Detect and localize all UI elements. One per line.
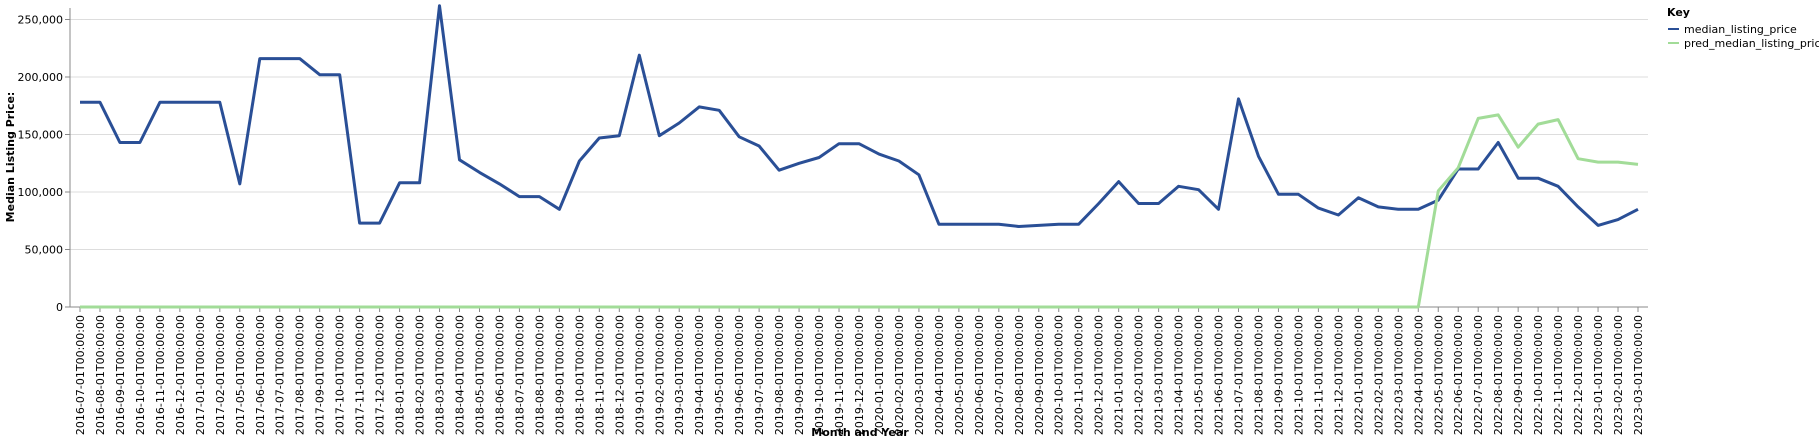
- y-tick-label: 100,000: [18, 186, 64, 199]
- x-tick-label: 2018-07-01T00:00:00: [513, 315, 526, 435]
- x-tick-label: 2021-11-01T00:00:00: [1312, 315, 1325, 435]
- x-tick-label: 2022-01-01T00:00:00: [1352, 315, 1365, 435]
- x-tick-label: 2022-06-01T00:00:00: [1452, 315, 1465, 435]
- y-tick-label: 150,000: [18, 129, 64, 142]
- x-tick-label: 2020-09-01T00:00:00: [1033, 315, 1046, 435]
- x-tick-label: 2018-01-01T00:00:00: [394, 315, 407, 435]
- x-tick-label: 2019-01-01T00:00:00: [633, 315, 646, 435]
- y-axis-title: Median Listing Price:: [4, 92, 17, 223]
- x-tick-label: 2021-12-01T00:00:00: [1332, 315, 1345, 435]
- x-tick-label: 2017-11-01T00:00:00: [354, 315, 367, 435]
- x-tick-label: 2016-07-01T00:00:00: [74, 315, 87, 435]
- x-tick-label: 2016-12-01T00:00:00: [174, 315, 187, 435]
- x-tick-label: 2019-04-01T00:00:00: [693, 315, 706, 435]
- x-tick-label: 2019-08-01T00:00:00: [773, 315, 786, 435]
- x-tick-label: 2021-03-01T00:00:00: [1153, 315, 1166, 435]
- line-series: [80, 113, 1639, 309]
- x-tick-label: 2023-03-01T00:00:00: [1632, 315, 1645, 435]
- x-tick-label: 2021-06-01T00:00:00: [1213, 315, 1226, 435]
- y-tick-label: 250,000: [18, 14, 64, 27]
- x-tick-label: 2018-11-01T00:00:00: [593, 315, 606, 435]
- x-axis-title: Month and Year: [811, 426, 909, 439]
- legend-label: median_listing_price: [1684, 23, 1797, 36]
- x-tick-label: 2019-11-01T00:00:00: [833, 315, 846, 435]
- x-tick-label: 2022-05-01T00:00:00: [1432, 315, 1445, 435]
- x-tick-label: 2018-09-01T00:00:00: [553, 315, 566, 435]
- legend-label: pred_median_listing_price: [1684, 37, 1819, 50]
- x-tick-label: 2018-08-01T00:00:00: [533, 315, 546, 435]
- x-tick-label: 2022-02-01T00:00:00: [1372, 315, 1385, 435]
- x-tick-label: 2018-06-01T00:00:00: [493, 315, 506, 435]
- x-tick-label: 2016-11-01T00:00:00: [154, 315, 167, 435]
- x-tick-label: 2017-02-01T00:00:00: [214, 315, 227, 435]
- x-tick-label: 2019-12-01T00:00:00: [853, 315, 866, 435]
- x-tick-label: 2020-10-01T00:00:00: [1053, 315, 1066, 435]
- y-tick-label: 200,000: [18, 71, 64, 84]
- x-tick-label: 2018-12-01T00:00:00: [613, 315, 626, 435]
- x-tick-label: 2020-05-01T00:00:00: [953, 315, 966, 435]
- x-tick-label: 2017-01-01T00:00:00: [194, 315, 207, 435]
- x-tick-label: 2016-10-01T00:00:00: [134, 315, 147, 435]
- x-tick-label: 2022-08-01T00:00:00: [1492, 315, 1505, 435]
- x-tick-label: 2018-04-01T00:00:00: [454, 315, 467, 435]
- x-tick-label: 2020-06-01T00:00:00: [973, 315, 986, 435]
- x-tick-label: 2016-09-01T00:00:00: [114, 315, 127, 435]
- x-tick-label: 2016-08-01T00:00:00: [94, 315, 107, 435]
- x-tick-label: 2022-04-01T00:00:00: [1412, 315, 1425, 435]
- x-tick-label: 2023-01-01T00:00:00: [1592, 315, 1605, 435]
- x-tick-label: 2021-07-01T00:00:00: [1233, 315, 1246, 435]
- x-tick-label: 2018-03-01T00:00:00: [434, 315, 447, 435]
- x-tick-label: 2020-03-01T00:00:00: [913, 315, 926, 435]
- x-tick-label: 2019-09-01T00:00:00: [793, 315, 806, 435]
- x-tick-label: 2017-09-01T00:00:00: [314, 315, 327, 435]
- x-tick-label: 2019-10-01T00:00:00: [813, 315, 826, 435]
- x-tick-label: 2019-06-01T00:00:00: [733, 315, 746, 435]
- x-tick-label: 2020-07-01T00:00:00: [993, 315, 1006, 435]
- x-tick-label: 2021-10-01T00:00:00: [1292, 315, 1305, 435]
- x-tick-label: 2022-03-01T00:00:00: [1392, 315, 1405, 435]
- x-tick-label: 2019-02-01T00:00:00: [653, 315, 666, 435]
- x-tick-label: 2017-12-01T00:00:00: [374, 315, 387, 435]
- x-tick-label: 2020-01-01T00:00:00: [873, 315, 886, 435]
- x-tick-label: 2022-12-01T00:00:00: [1572, 315, 1585, 435]
- x-tick-label: 2021-05-01T00:00:00: [1193, 315, 1206, 435]
- x-tick-label: 2022-09-01T00:00:00: [1512, 315, 1525, 435]
- line-series: [80, 4, 1639, 228]
- x-tick-label: 2018-05-01T00:00:00: [473, 315, 486, 435]
- x-tick-label: 2022-10-01T00:00:00: [1532, 315, 1545, 435]
- y-tick-label: 0: [56, 301, 63, 314]
- x-tick-label: 2019-07-01T00:00:00: [753, 315, 766, 435]
- x-tick-label: 2020-08-01T00:00:00: [1013, 315, 1026, 435]
- x-tick-label: 2017-10-01T00:00:00: [334, 315, 347, 435]
- x-tick-label: 2019-03-01T00:00:00: [673, 315, 686, 435]
- x-tick-label: 2023-02-01T00:00:00: [1612, 315, 1625, 435]
- x-tick-label: 2017-08-01T00:00:00: [294, 315, 307, 435]
- x-tick-label: 2020-02-01T00:00:00: [893, 315, 906, 435]
- y-tick-label: 50,000: [25, 244, 64, 257]
- x-tick-label: 2020-04-01T00:00:00: [933, 315, 946, 435]
- x-tick-label: 2019-05-01T00:00:00: [713, 315, 726, 435]
- legend-title: Key: [1667, 6, 1690, 19]
- x-tick-label: 2017-06-01T00:00:00: [254, 315, 267, 435]
- x-tick-label: 2018-02-01T00:00:00: [414, 315, 427, 435]
- x-tick-label: 2021-08-01T00:00:00: [1252, 315, 1265, 435]
- x-tick-label: 2021-01-01T00:00:00: [1113, 315, 1126, 435]
- x-tick-label: 2018-10-01T00:00:00: [573, 315, 586, 435]
- x-tick-label: 2022-11-01T00:00:00: [1552, 315, 1565, 435]
- x-tick-label: 2017-05-01T00:00:00: [234, 315, 247, 435]
- x-tick-label: 2020-12-01T00:00:00: [1093, 315, 1106, 435]
- x-tick-label: 2021-09-01T00:00:00: [1272, 315, 1285, 435]
- x-tick-label: 2021-02-01T00:00:00: [1133, 315, 1146, 435]
- x-tick-label: 2020-11-01T00:00:00: [1073, 315, 1086, 435]
- x-tick-label: 2017-07-01T00:00:00: [274, 315, 287, 435]
- x-tick-label: 2022-07-01T00:00:00: [1472, 315, 1485, 435]
- x-tick-label: 2021-04-01T00:00:00: [1173, 315, 1186, 435]
